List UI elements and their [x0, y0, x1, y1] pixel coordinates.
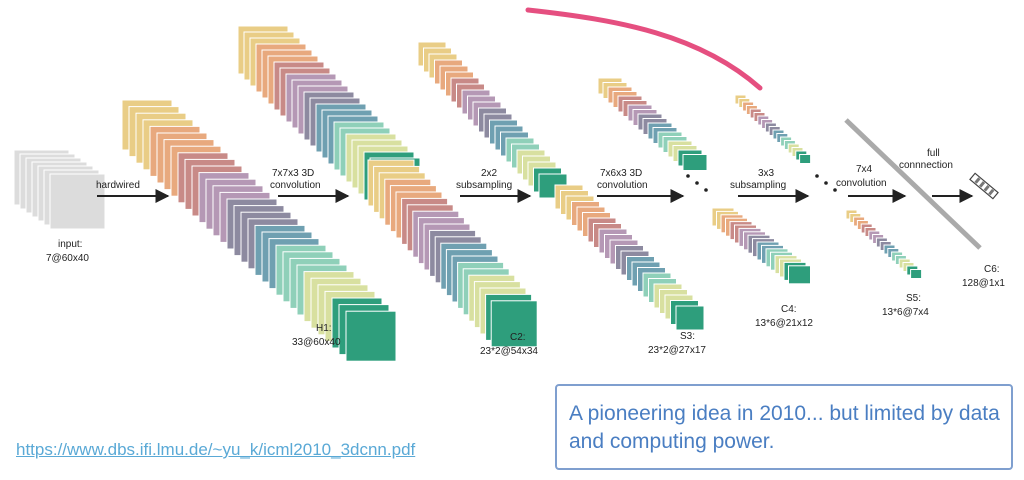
- feature-map-layer: [682, 154, 708, 171]
- conv3-label-line2: convolution: [836, 178, 887, 189]
- c4-label: C4:: [781, 304, 797, 315]
- full-label-line1: full: [927, 148, 940, 159]
- s3-stack-top: [417, 41, 568, 199]
- h1-size-label: 33@60x40: [292, 337, 341, 348]
- feature-map-layer: [345, 310, 397, 362]
- full-connection-divider: [844, 118, 982, 250]
- c2-size-label: 23*2@54x34: [480, 346, 538, 357]
- conv3-label-line1: 7x4: [856, 164, 873, 175]
- s3-label: S3:: [680, 331, 695, 342]
- c4-stack-bottom: [711, 207, 811, 285]
- input-size-label: 7@60x40: [46, 253, 89, 264]
- c6-label: C6:: [984, 264, 1000, 275]
- c6-size-label: 128@1x1: [962, 278, 1005, 289]
- input-label: input:: [58, 239, 82, 250]
- s5-size-label: 13*6@7x4: [882, 307, 929, 318]
- conv2-label-line1: 7x6x3 3D: [600, 168, 642, 179]
- c2-stack-bottom: [367, 159, 538, 348]
- feature-map-layer: [675, 305, 705, 331]
- h1-label: H1:: [316, 323, 332, 334]
- ellipsis-dots-1: [686, 174, 708, 192]
- full-label-line2: connnection: [899, 160, 953, 171]
- c4-stack-top: [597, 77, 708, 171]
- ellipsis-dots-2: [815, 174, 837, 192]
- note-text: A pioneering idea in 2010... but limited…: [569, 402, 1000, 453]
- sub2-label-line2: subsampling: [730, 180, 786, 191]
- pointer-curve: [525, 7, 763, 91]
- s5-stack-top: [734, 94, 812, 164]
- feature-map-layer: [788, 265, 811, 285]
- paper-link[interactable]: https://www.dbs.ifi.lmu.de/~yu_k/icml201…: [16, 440, 416, 459]
- conv1-label-line2: convolution: [270, 180, 321, 191]
- note-callout: A pioneering idea in 2010... but limited…: [555, 384, 1013, 470]
- h1-stack: [121, 99, 397, 362]
- conv1-label-line1: 7x7x3 3D: [272, 168, 314, 179]
- c2-stack-top: [237, 25, 421, 207]
- s5-stack-bottom: [845, 209, 923, 279]
- sub1-label-line2: subsampling: [456, 180, 512, 191]
- c2-label: C2:: [510, 332, 526, 343]
- c4-size-label: 13*6@21x12: [755, 318, 813, 329]
- feature-map-layer: [49, 173, 106, 230]
- sub1-label-line1: 2x2: [481, 168, 498, 179]
- c6-output-unit: [969, 172, 999, 200]
- sub2-label-line1: 3x3: [758, 168, 775, 179]
- s3-stack-bottom: [554, 184, 705, 331]
- conv2-label-line2: convolution: [597, 180, 648, 191]
- feature-map-layer: [910, 269, 923, 279]
- s5-label: S5:: [906, 293, 921, 304]
- input-stack: [13, 149, 106, 230]
- feature-map-layer: [799, 154, 812, 164]
- s3-size-label: 23*2@27x17: [648, 345, 706, 356]
- hardwired-label: hardwired: [96, 180, 140, 191]
- feature-map-layer: [490, 300, 538, 348]
